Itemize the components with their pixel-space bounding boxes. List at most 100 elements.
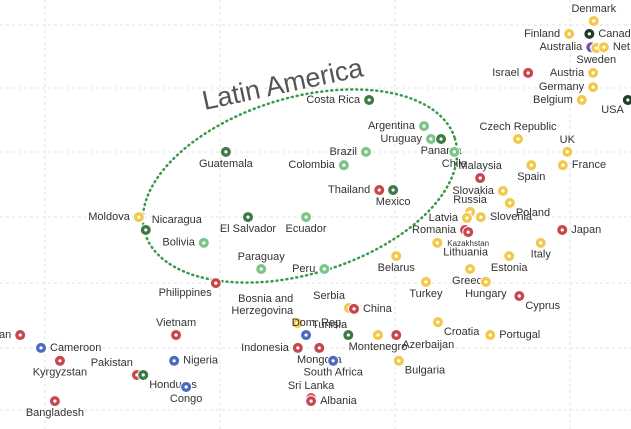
point-label: Colombia (288, 159, 335, 171)
point-center (424, 280, 428, 284)
point-center (422, 124, 426, 128)
point-center (436, 320, 440, 324)
point-label: Moldova (88, 211, 130, 223)
point-center (479, 215, 483, 219)
point-center (529, 163, 533, 167)
point-label: Serbia (313, 290, 346, 302)
point-label: Estonia (491, 262, 529, 274)
point-center (429, 137, 433, 141)
point-center (202, 241, 206, 245)
point-label: Tunisia (312, 319, 348, 331)
point-center (539, 241, 543, 245)
point-center (484, 280, 488, 284)
point-center (214, 281, 218, 285)
point-center (391, 188, 395, 192)
point-center (224, 150, 228, 154)
point-label: Croatia (444, 326, 480, 338)
point-center (516, 137, 520, 141)
point-label: Kyrgyzstan (33, 367, 87, 379)
point-center (587, 32, 591, 36)
region-annotation: Latin America (199, 52, 366, 116)
point-label: Denmark (571, 3, 616, 15)
point-label: Spain (517, 171, 545, 183)
point-center (565, 150, 569, 154)
point-label: Peru (292, 263, 315, 275)
point-label: Israel (492, 67, 519, 79)
point-label: Chile (442, 158, 467, 170)
point-center (561, 163, 565, 167)
point-center (58, 359, 62, 363)
point-label: Ecuador (286, 223, 327, 235)
point-label: Austria (550, 67, 585, 79)
point-label: Slovakia (452, 185, 494, 197)
point-label: Congo (170, 393, 202, 405)
point-center (137, 215, 141, 219)
point-label: Bolivia (162, 237, 195, 249)
point-center (397, 359, 401, 363)
point-center (567, 32, 571, 36)
point-label: Japan (571, 224, 601, 236)
point-center (18, 333, 22, 337)
point-center (488, 333, 492, 337)
point-center (367, 98, 371, 102)
point-center (352, 307, 356, 311)
point-label: Thailand (328, 184, 370, 196)
point-center (507, 254, 511, 258)
point-center (466, 230, 470, 234)
point-label: Azerbaijan (402, 339, 454, 351)
point-label: Kazakhstan (447, 239, 489, 248)
point-center (304, 215, 308, 219)
point-label: Nigeria (183, 355, 219, 367)
point-label: Finland (524, 28, 560, 40)
point-label: Brazil (329, 146, 357, 158)
point-label: Canada (598, 28, 631, 40)
point-label: Italy (531, 249, 552, 261)
point-label: Greece (452, 275, 488, 287)
point-center (331, 359, 335, 363)
point-center (602, 45, 606, 49)
point-label: Guatemala (199, 158, 254, 170)
point-label: Dom. Rep. (292, 317, 345, 329)
point-label: Argentina (368, 120, 416, 132)
point-center (376, 333, 380, 337)
point-label: Czech Republic (480, 121, 558, 133)
point-center (141, 373, 145, 377)
point-center (172, 359, 176, 363)
point-label: USA (601, 104, 624, 116)
point-center (39, 346, 43, 350)
point-label: Belarus (378, 262, 416, 274)
point-center (342, 163, 346, 167)
point-label: Bulgaria (405, 365, 446, 377)
point-label: Bangladesh (26, 407, 84, 419)
point-center (309, 399, 313, 403)
point-center (394, 254, 398, 258)
point-label: Sweden (576, 54, 616, 66)
point-center (174, 333, 178, 337)
point-center (435, 241, 439, 245)
point-center (591, 71, 595, 75)
point-label: Bosnia and (238, 293, 293, 305)
point-label: France (572, 159, 606, 171)
point-center (394, 333, 398, 337)
point-label: Slovenia (490, 211, 533, 223)
point-center (526, 71, 530, 75)
point-center (439, 137, 443, 141)
point-label: Indonesia (241, 342, 290, 354)
point-center (364, 150, 368, 154)
point-center (560, 228, 564, 232)
point-label: Turkey (409, 288, 443, 300)
point-label: Portugal (499, 329, 540, 341)
point-center (580, 98, 584, 102)
point-center (591, 85, 595, 89)
point-center (517, 294, 521, 298)
point-center (304, 333, 308, 337)
point-label: Malaysia (458, 160, 502, 172)
point-center (508, 201, 512, 205)
point-center (626, 98, 630, 102)
point-label: Germany (539, 81, 585, 93)
point-center (259, 267, 263, 271)
point-label: China (363, 303, 393, 315)
point-center (592, 19, 596, 23)
point-center (465, 216, 469, 220)
